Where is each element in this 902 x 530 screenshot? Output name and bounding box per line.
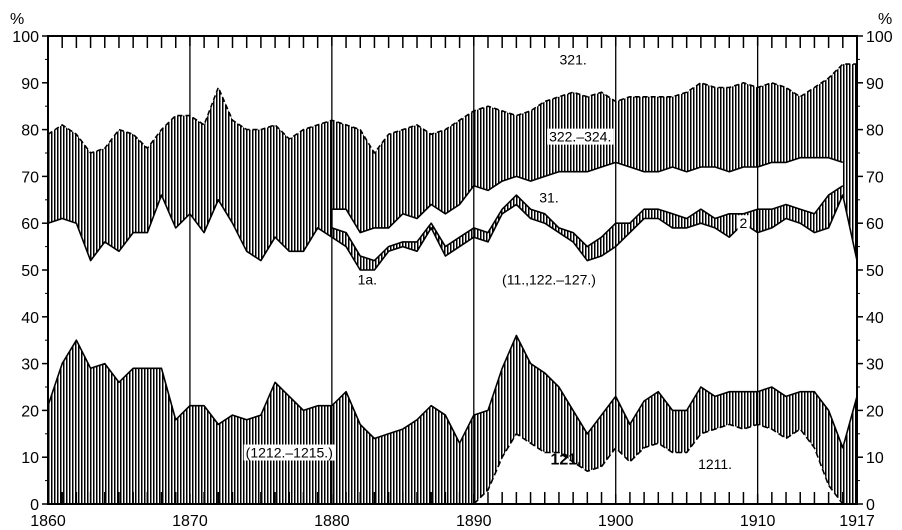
y-tick-label-right-80: 80 (866, 123, 884, 140)
area-322-324 (48, 64, 857, 270)
x-tick-label-1860: 1860 (30, 513, 66, 530)
annotation-label: 322.–324. (549, 129, 611, 145)
annotation-background (547, 128, 614, 145)
annotation-label: 1a. (358, 271, 377, 287)
x-tick-label-1900: 1900 (598, 513, 634, 530)
y-tick-label-left-80: 80 (21, 123, 39, 140)
y-tick-label-right-70: 70 (866, 169, 884, 186)
y-tick-label-right-60: 60 (866, 216, 884, 233)
x-tick-label-1890: 1890 (456, 513, 492, 530)
y-tick-label-right-30: 30 (866, 357, 884, 374)
annotation-label: 121. (550, 452, 581, 469)
annotation-label: 2 (740, 215, 748, 231)
unit-label-left: % (10, 11, 24, 28)
line-2 (331, 185, 844, 262)
area-31 (331, 157, 843, 261)
y-tick-label-left-60: 60 (21, 216, 39, 233)
y-tick-label-right-90: 90 (866, 76, 884, 93)
unit-label-right: % (878, 11, 892, 28)
annotation-label: (11.,122.–127.) (502, 271, 596, 287)
y-tick-label-left-10: 10 (21, 450, 39, 467)
y-tick-label-right-40: 40 (866, 310, 884, 327)
y-tick-label-right-0: 0 (866, 497, 875, 514)
x-tick-label-1880: 1880 (314, 513, 350, 530)
x-tick-label-1870: 1870 (172, 513, 208, 530)
y-tick-label-left-20: 20 (21, 403, 39, 420)
annotation-background (243, 444, 335, 461)
x-tick-label-1917: 1917 (839, 513, 875, 530)
y-tick-label-right-10: 10 (866, 450, 884, 467)
area-1211 (473, 424, 843, 504)
y-tick-label-left-100: 100 (12, 29, 39, 46)
y-tick-label-left-40: 40 (21, 310, 39, 327)
y-tick-label-left-0: 0 (30, 497, 39, 514)
line-1a (48, 194, 857, 271)
y-tick-label-left-90: 90 (21, 76, 39, 93)
y-tick-label-right-50: 50 (866, 263, 884, 280)
annotation-label: 1211. (698, 456, 732, 472)
line-1212-1215 (48, 334, 857, 449)
area-2 (331, 185, 843, 270)
annotation-background (737, 215, 750, 232)
y-tick-label-left-30: 30 (21, 357, 39, 374)
line-121 (473, 423, 844, 504)
line-322-324 (48, 63, 857, 154)
y-tick-label-left-70: 70 (21, 169, 39, 186)
annotation-label: 321. (560, 51, 587, 67)
y-tick-label-right-20: 20 (866, 403, 884, 420)
y-tick-label-right-100: 100 (866, 29, 893, 46)
annotation-label: (1212.–1215.) (246, 445, 333, 461)
annotation-label: 31. (539, 189, 558, 205)
line-31 (331, 156, 844, 234)
y-tick-label-left-50: 50 (21, 263, 39, 280)
x-tick-label-1910: 1910 (740, 513, 776, 530)
